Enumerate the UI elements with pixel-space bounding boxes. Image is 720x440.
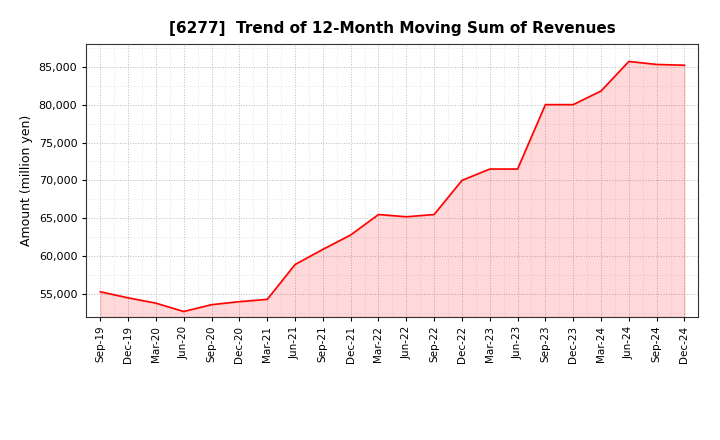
Y-axis label: Amount (million yen): Amount (million yen) [20, 115, 33, 246]
Title: [6277]  Trend of 12-Month Moving Sum of Revenues: [6277] Trend of 12-Month Moving Sum of R… [169, 21, 616, 36]
